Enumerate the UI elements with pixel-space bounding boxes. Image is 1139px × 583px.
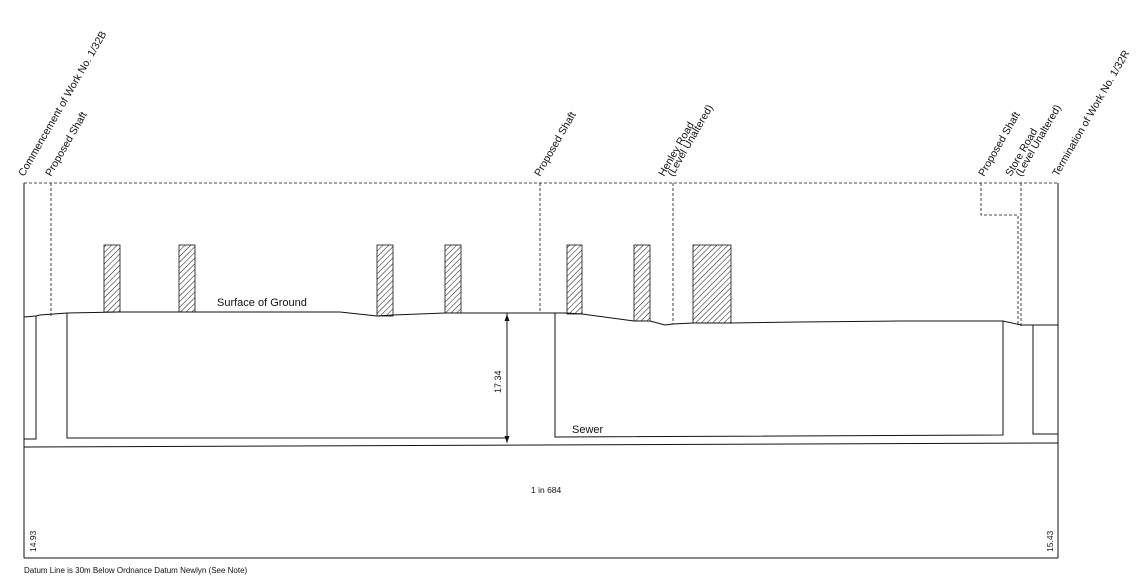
sewer-label: Sewer — [572, 424, 604, 436]
shaft-3-marker — [980, 183, 1019, 326]
depth-arrow-bottom — [504, 436, 510, 443]
gradient-value: 1 in 684 — [531, 485, 562, 495]
shaft-right-edge — [1032, 325, 1058, 435]
building — [566, 244, 583, 315]
datum-left-level: 14.93 — [28, 530, 38, 552]
building — [178, 244, 196, 313]
building — [633, 244, 651, 322]
ground-surface-line — [23, 311, 1058, 326]
surface-label: Surface of Ground — [217, 297, 307, 309]
datum-note: Datum Line is 30m Below Ordnance Datum N… — [24, 566, 248, 575]
depth-arrow-top — [504, 314, 510, 321]
depth-value: 17.34 — [493, 370, 503, 393]
shaft-2-label: Proposed Shaft — [532, 110, 579, 179]
termination-label: Termination of Work No. 1/32R — [1050, 48, 1132, 179]
building — [444, 244, 462, 314]
building — [103, 244, 121, 313]
henley-road-level-label: (Level Unaltered) — [665, 103, 716, 179]
shaft-left-edge — [24, 316, 37, 440]
sewer-segment-2 — [554, 313, 1004, 438]
building — [376, 244, 394, 317]
building — [692, 244, 732, 324]
sewer-segment-1 — [66, 313, 508, 439]
datum-right-level: 15.43 — [1045, 530, 1055, 552]
gradient-line — [23, 442, 1059, 448]
